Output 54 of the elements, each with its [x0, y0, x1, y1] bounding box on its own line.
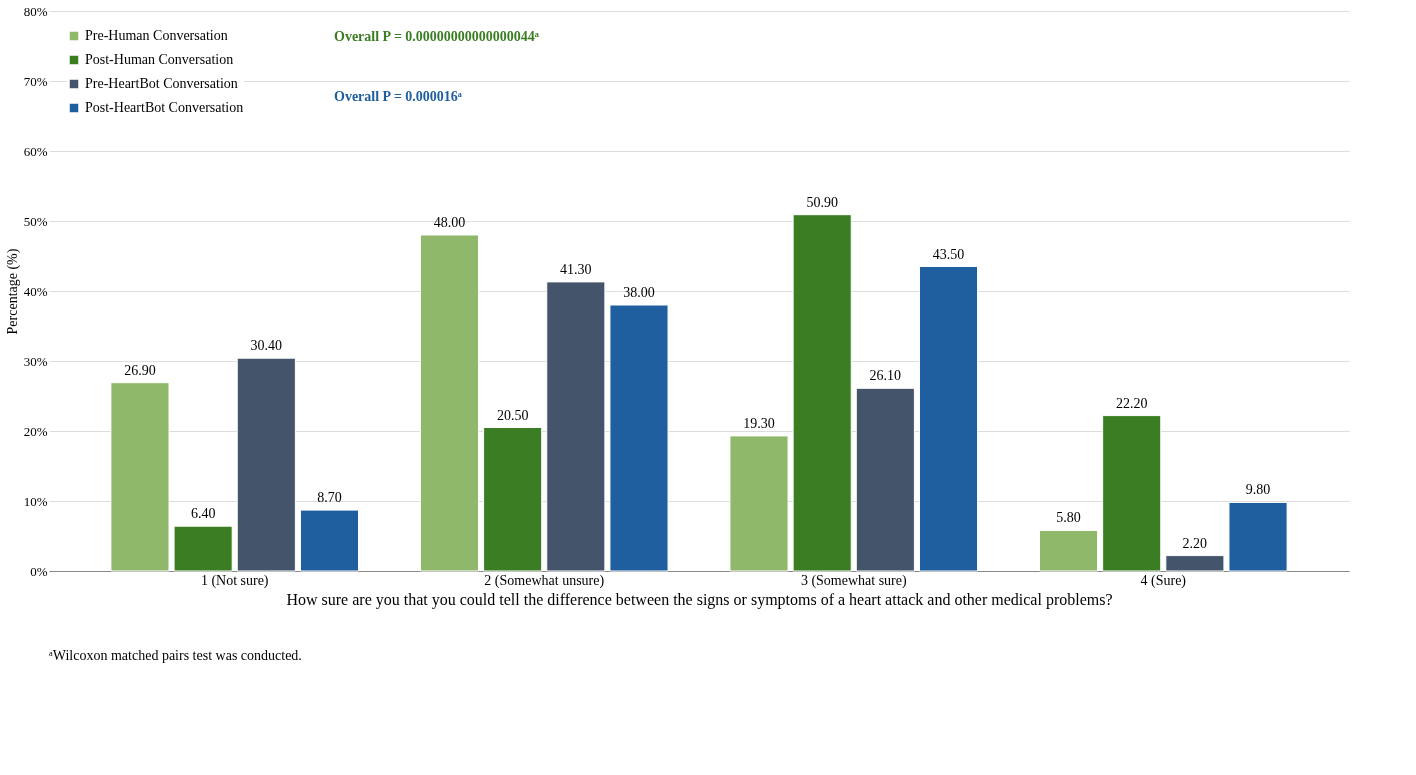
bar [609, 304, 669, 572]
bar [483, 427, 543, 572]
annotation: Overall P = 0.000016ᵃ [334, 89, 462, 104]
data-label: 2.20 [1182, 535, 1208, 551]
data-label: 43.50 [932, 246, 965, 262]
data-label: 19.30 [743, 415, 775, 431]
x-tick-label: 1 (Not sure) [200, 572, 269, 589]
annotation: Overall P = 0.00000000000000044ᵃ [334, 29, 539, 44]
data-label: 48.00 [433, 215, 466, 230]
text: ᵃWilcoxon matched pairs test was conducted. [49, 648, 302, 663]
data-label: 5.80 [1056, 510, 1081, 526]
bar [729, 435, 789, 572]
data-label: 38.00 [623, 285, 655, 300]
y-tick-label: 20% [23, 423, 48, 439]
y-tick-label: 50% [23, 213, 48, 229]
legend-label: Post-Human Conversation [85, 52, 234, 67]
legend-label: Post-HeartBot Conversation [85, 100, 244, 115]
bar [1228, 501, 1288, 572]
data-label: 50.90 [806, 194, 838, 210]
data-label: 9.80 [1245, 482, 1271, 498]
y-tick-label: 70% [23, 73, 48, 89]
bar [855, 387, 915, 572]
data-label: 22.20 [1115, 395, 1148, 411]
bar [173, 525, 233, 572]
data-label: 30.40 [250, 338, 283, 354]
bar [110, 382, 170, 572]
bar [546, 281, 606, 572]
bar [236, 357, 296, 572]
bar [1038, 529, 1099, 572]
y-tick-label: 60% [23, 143, 48, 159]
data-label: 26.10 [869, 368, 902, 384]
bar [1102, 415, 1162, 572]
x-tick-label: 3 (Somewhat sure) [800, 572, 907, 589]
bar [792, 214, 852, 572]
data-label: 26.90 [124, 362, 156, 378]
data-label: 8.70 [317, 490, 342, 506]
x-axis-title: How sure are you that you could tell the difference between the signs or symptoms of a heart attack and other medical problems? [286, 590, 1113, 609]
legend-label: Pre-Human Conversation [85, 28, 228, 43]
y-tick-label: 30% [23, 353, 48, 369]
y-tick-label: 80% [23, 3, 48, 19]
bar [918, 266, 979, 572]
legend-label: Pre-HeartBot Conversation [85, 76, 238, 91]
bar [419, 234, 480, 572]
y-tick-label: 0% [30, 563, 48, 579]
data-label: 20.50 [496, 407, 529, 423]
x-tick-label: 2 (Somewhat unsure) [484, 572, 605, 589]
y-tick-label: 40% [23, 283, 48, 299]
bar [1165, 555, 1225, 572]
y-tick-label: 10% [23, 493, 48, 509]
bar [299, 509, 360, 572]
x-tick-label: 4 (Sure) [1140, 572, 1187, 589]
y-axis-title: Percentage (%) [4, 248, 21, 335]
data-label: 41.30 [560, 261, 592, 277]
data-label: 6.40 [190, 506, 216, 522]
